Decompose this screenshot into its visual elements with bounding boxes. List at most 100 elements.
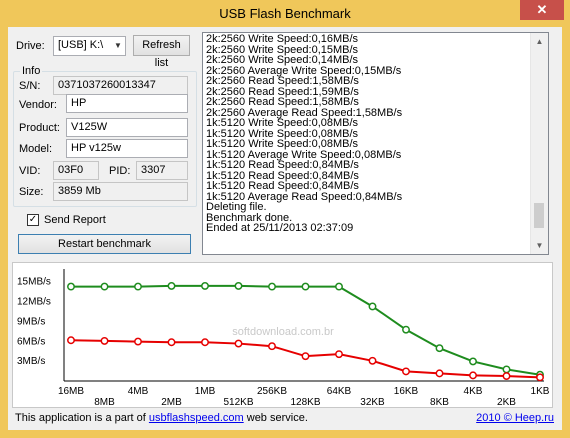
size-field[interactable]: 3859 Mb [53, 182, 188, 201]
log-line: 2k:2560 Write Speed:0,14MB/s [206, 54, 359, 66]
title-bar: USB Flash Benchmark ✕ [0, 0, 570, 27]
scroll-up-icon[interactable]: ▲ [535, 37, 544, 46]
usbflashspeed-link[interactable]: usbflashspeed.com [148, 412, 244, 424]
send-report-checkbox[interactable]: ✓ [27, 214, 39, 226]
drive-label: Drive: [16, 40, 45, 52]
data-point [402, 367, 410, 376]
y-tick-label: 15MB/s [17, 277, 51, 288]
log-line: 2k:2560 Write Speed:0,15MB/s [206, 43, 359, 56]
window-title: USB Flash Benchmark [219, 6, 351, 21]
data-point [67, 282, 75, 291]
log-line: 2k:2560 Read Speed:1,59MB/s [206, 85, 359, 98]
checkmark-icon: ✓ [28, 214, 38, 225]
x-tick-label: 4KB [464, 386, 483, 397]
x-tick-label: 32KB [360, 397, 385, 407]
data-point [134, 282, 142, 291]
x-tick-label: 256KB [257, 386, 287, 397]
data-point [201, 281, 209, 290]
speed-chart-svg: softdownload.com.br 15MB/s 12MB/s 9MB/s 6MB/… [17, 269, 550, 408]
info-group-label: Info [20, 65, 43, 77]
data-point [100, 282, 109, 291]
scroll-down-icon[interactable]: ▼ [535, 241, 544, 250]
data-point [100, 336, 109, 345]
log-line: 1k:5120 Average Write Speed:0,08MB/s [206, 148, 402, 161]
sn-field[interactable]: 0371037260013347 [53, 76, 188, 95]
speed-chart: softdownload.com.br 15MB/s 12MB/s 9MB/s 6MB/… [12, 262, 553, 408]
data-point [502, 372, 511, 380]
close-icon[interactable]: ✕ [520, 0, 564, 20]
vendor-label: Vendor: [19, 99, 57, 111]
data-point [167, 281, 176, 290]
log-scrollbar[interactable]: ▲ ▼ [530, 33, 548, 254]
data-point [201, 338, 209, 347]
benchmark-log[interactable]: 2k:2560 Write Speed:0,16MB/s 2k:2560 Writ… [202, 32, 549, 255]
chevron-down-icon: ▼ [114, 41, 122, 50]
data-point [402, 325, 410, 334]
data-point [301, 282, 310, 291]
x-tick-label: 2KB [497, 397, 516, 407]
data-point [435, 369, 444, 378]
x-tick-label: 4MB [128, 386, 149, 397]
data-point [368, 302, 377, 311]
log-line: 2k:2560 Write Speed:0,16MB/s [206, 33, 359, 45]
product-label: Product: [19, 122, 60, 134]
size-label: Size: [19, 186, 44, 198]
data-point [435, 344, 444, 353]
drive-selected-value: [USB] K:\ [58, 39, 104, 51]
x-tick-label: 8KB [430, 397, 449, 407]
footer-suffix: web service. [243, 412, 308, 424]
data-point [502, 365, 511, 374]
data-point [134, 337, 142, 346]
x-tick-label: 64KB [327, 386, 352, 397]
drive-select[interactable]: [USB] K:\ ▼ [53, 36, 126, 56]
data-point [268, 282, 276, 291]
log-line: 1k:5120 Average Read Speed:0,84MB/s [206, 190, 403, 203]
pid-field[interactable]: 3307 [136, 161, 188, 180]
data-point [335, 350, 343, 359]
scrollbar-thumb[interactable] [534, 203, 544, 228]
log-line: 1k:5120 Read Speed:0,84MB/s [206, 180, 359, 192]
log-lines: 2k:2560 Write Speed:0,16MB/s 2k:2560 Writ… [206, 34, 530, 234]
refresh-list-button[interactable]: Refresh list [133, 35, 190, 69]
copyright-text[interactable]: 2010 © Heep.ru [476, 412, 554, 424]
data-point [167, 338, 176, 347]
log-line: 2k:2560 Read Speed:1,58MB/s [206, 96, 359, 108]
log-line: 1k:5120 Read Speed:0,84MB/s [206, 169, 359, 182]
data-point [268, 342, 276, 351]
x-tick-label: 16KB [394, 386, 419, 397]
product-field[interactable]: V125W [66, 118, 188, 137]
x-tick-label: 1MB [195, 386, 216, 397]
data-point [335, 282, 343, 291]
y-tick-label: 12MB/s [17, 297, 51, 308]
vendor-field[interactable]: HP [66, 94, 188, 113]
data-point [67, 336, 75, 345]
send-report-label: Send Report [44, 214, 106, 226]
log-line: 1k:5120 Write Speed:0,08MB/s [206, 127, 359, 140]
restart-benchmark-button[interactable]: Restart benchmark [18, 234, 191, 254]
log-line: Deleting file. [206, 201, 267, 213]
footer-prefix: This application is a part of [15, 412, 149, 424]
copyright-link[interactable]: 2010 © Heep.ru [476, 412, 554, 424]
model-field[interactable]: HP v125w [66, 139, 188, 158]
x-tick-label: 2MB [161, 397, 182, 407]
watermark-text: softdownload.com.br [232, 326, 334, 338]
footer-credit: This application is a part of usbflashsp… [15, 412, 308, 424]
y-tick-label: 3MB/s [17, 356, 45, 367]
y-tick-label: 6MB/s [17, 336, 45, 347]
sn-label: S/N: [19, 80, 41, 92]
log-line: 2k:2560 Average Read Speed:1,58MB/s [206, 106, 403, 119]
vid-field[interactable]: 03F0 [53, 161, 99, 180]
x-tick-label: 1KB [531, 386, 550, 397]
data-point [234, 281, 243, 290]
vid-label: VID: [19, 165, 41, 177]
log-line: 2k:2560 Average Write Speed:0,15MB/s [206, 64, 402, 77]
log-line: Benchmark done. [206, 211, 293, 224]
x-tick-label: 512KB [223, 397, 253, 407]
x-tick-label: 128KB [290, 397, 320, 407]
data-point [469, 357, 477, 366]
data-point [469, 371, 477, 380]
data-point [368, 356, 377, 365]
log-line: 1k:5120 Write Speed:0,08MB/s [206, 138, 359, 150]
x-tick-label: 8MB [94, 397, 115, 407]
